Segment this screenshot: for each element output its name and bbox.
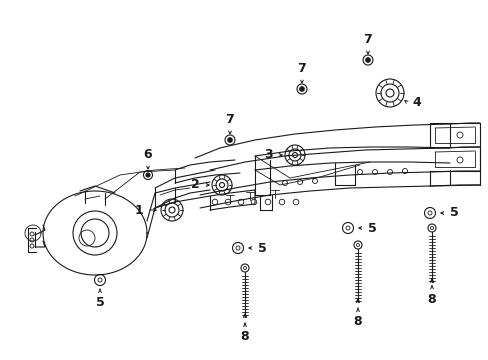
Text: 5: 5 <box>367 221 376 234</box>
Text: 2: 2 <box>191 179 200 192</box>
Circle shape <box>227 138 232 142</box>
Text: 3: 3 <box>264 148 272 162</box>
Text: 7: 7 <box>297 62 306 75</box>
Text: 1: 1 <box>134 203 142 216</box>
Text: 5: 5 <box>96 296 104 309</box>
Text: 8: 8 <box>353 315 362 328</box>
Text: 4: 4 <box>411 96 420 109</box>
Text: 5: 5 <box>449 207 458 220</box>
Text: 8: 8 <box>427 293 435 306</box>
Circle shape <box>365 58 369 62</box>
Circle shape <box>146 173 150 177</box>
Text: 8: 8 <box>240 330 249 343</box>
Text: 7: 7 <box>225 113 234 126</box>
Text: 5: 5 <box>258 242 266 255</box>
Circle shape <box>299 87 304 91</box>
Text: 7: 7 <box>363 33 372 46</box>
Text: 6: 6 <box>143 148 152 161</box>
